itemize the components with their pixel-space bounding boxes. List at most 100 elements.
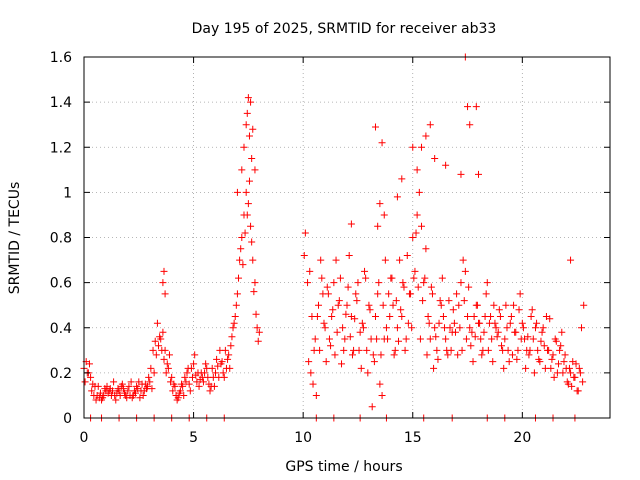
- data-points: [80, 53, 588, 422]
- data-point: [540, 342, 548, 350]
- data-point: [204, 373, 212, 381]
- data-point: [457, 279, 465, 287]
- data-point: [243, 109, 251, 117]
- data-point: [389, 301, 397, 309]
- data-point: [160, 267, 168, 275]
- data-point: [156, 333, 164, 341]
- x-tick-label: 0: [80, 430, 89, 446]
- y-tick-label: 1.2: [50, 140, 72, 156]
- data-point: [241, 229, 249, 237]
- data-point: [347, 220, 355, 228]
- data-point: [125, 382, 133, 390]
- data-point: [212, 369, 219, 377]
- data-point: [438, 274, 446, 282]
- data-point: [549, 351, 557, 359]
- data-point: [364, 369, 372, 377]
- data-point: [544, 346, 552, 354]
- data-point: [305, 358, 313, 366]
- data-point: [537, 337, 545, 345]
- data-point: [243, 211, 251, 219]
- data-point: [456, 324, 464, 332]
- data-point: [396, 256, 404, 264]
- data-point: [339, 324, 347, 332]
- data-point: [368, 403, 376, 411]
- data-point: [510, 301, 518, 309]
- data-point: [572, 360, 580, 368]
- data-point: [376, 200, 384, 208]
- data-point: [504, 346, 512, 354]
- data-point: [249, 256, 257, 264]
- data-point: [240, 143, 248, 151]
- data-point: [418, 222, 426, 230]
- data-point: [384, 335, 392, 343]
- grid-lines: [84, 57, 610, 418]
- data-point: [528, 306, 536, 314]
- data-point: [465, 283, 473, 291]
- data-point: [414, 283, 422, 291]
- data-point: [482, 290, 490, 298]
- data-point: [225, 351, 233, 359]
- data-point: [320, 319, 328, 327]
- data-point: [316, 346, 324, 354]
- data-point: [419, 297, 427, 305]
- data-point: [134, 385, 142, 393]
- x-axis-ticks: 0 5 10 15 20: [80, 57, 531, 446]
- data-point: [426, 335, 434, 343]
- data-point: [359, 324, 367, 332]
- data-point: [391, 346, 399, 354]
- data-point: [505, 358, 513, 366]
- data-point: [358, 319, 366, 327]
- data-point: [255, 328, 263, 336]
- data-point: [180, 391, 188, 399]
- data-point: [442, 161, 450, 169]
- data-point: [420, 279, 428, 287]
- data-point: [570, 373, 578, 381]
- x-tick-label: 20: [513, 430, 531, 446]
- data-point: [556, 346, 564, 354]
- data-point: [371, 312, 379, 320]
- data-point: [541, 364, 549, 372]
- data-point: [145, 373, 153, 381]
- x-axis-label: GPS time / hours: [285, 459, 402, 475]
- data-point: [227, 342, 235, 350]
- data-point: [136, 394, 144, 402]
- data-point: [534, 346, 542, 354]
- data-point: [245, 177, 253, 185]
- data-point: [81, 378, 89, 386]
- data-point: [328, 312, 336, 320]
- y-tick-label: 0: [63, 411, 72, 427]
- data-point: [219, 369, 227, 377]
- data-point: [363, 346, 371, 354]
- data-point: [238, 166, 246, 174]
- data-point: [114, 385, 122, 393]
- data-point: [161, 290, 169, 298]
- data-point: [579, 378, 587, 386]
- data-point: [244, 200, 252, 208]
- data-point: [150, 369, 158, 377]
- data-point: [352, 290, 360, 298]
- data-point: [168, 373, 176, 381]
- data-point: [233, 188, 241, 196]
- data-point: [554, 360, 562, 368]
- data-point: [416, 335, 424, 343]
- data-point: [490, 301, 498, 309]
- data-point: [568, 382, 576, 390]
- data-point: [369, 351, 377, 359]
- data-point: [149, 346, 157, 354]
- data-point: [447, 346, 455, 354]
- data-point: [85, 360, 93, 368]
- data-point: [533, 319, 541, 327]
- data-point: [466, 324, 474, 332]
- data-point: [475, 170, 482, 178]
- data-point: [379, 301, 387, 309]
- data-point: [507, 312, 515, 320]
- data-point: [483, 279, 491, 287]
- data-point: [575, 364, 583, 372]
- data-point: [574, 387, 582, 395]
- data-point: [300, 252, 308, 260]
- data-point: [251, 166, 259, 174]
- data-point: [546, 315, 554, 323]
- data-point: [374, 222, 382, 230]
- data-point: [248, 155, 256, 163]
